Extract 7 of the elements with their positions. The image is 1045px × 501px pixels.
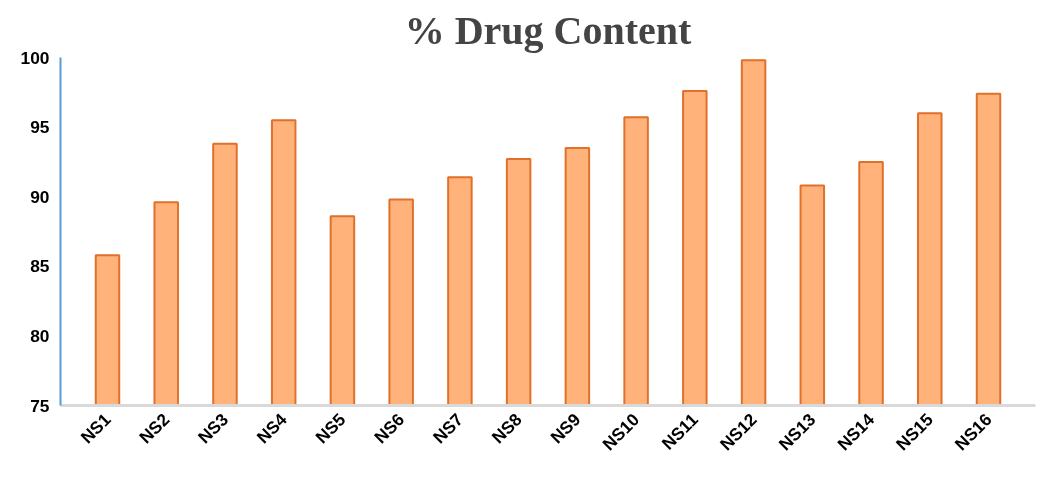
y-tick-label: 90 [30, 186, 50, 207]
y-tick-label: 100 [20, 47, 50, 68]
chart-title: % Drug Content [404, 7, 693, 53]
y-tick-label: 75 [30, 395, 50, 416]
y-tick-label: 80 [30, 325, 50, 346]
y-tick-label: 95 [30, 117, 50, 138]
y-tick-label: 85 [30, 256, 50, 277]
